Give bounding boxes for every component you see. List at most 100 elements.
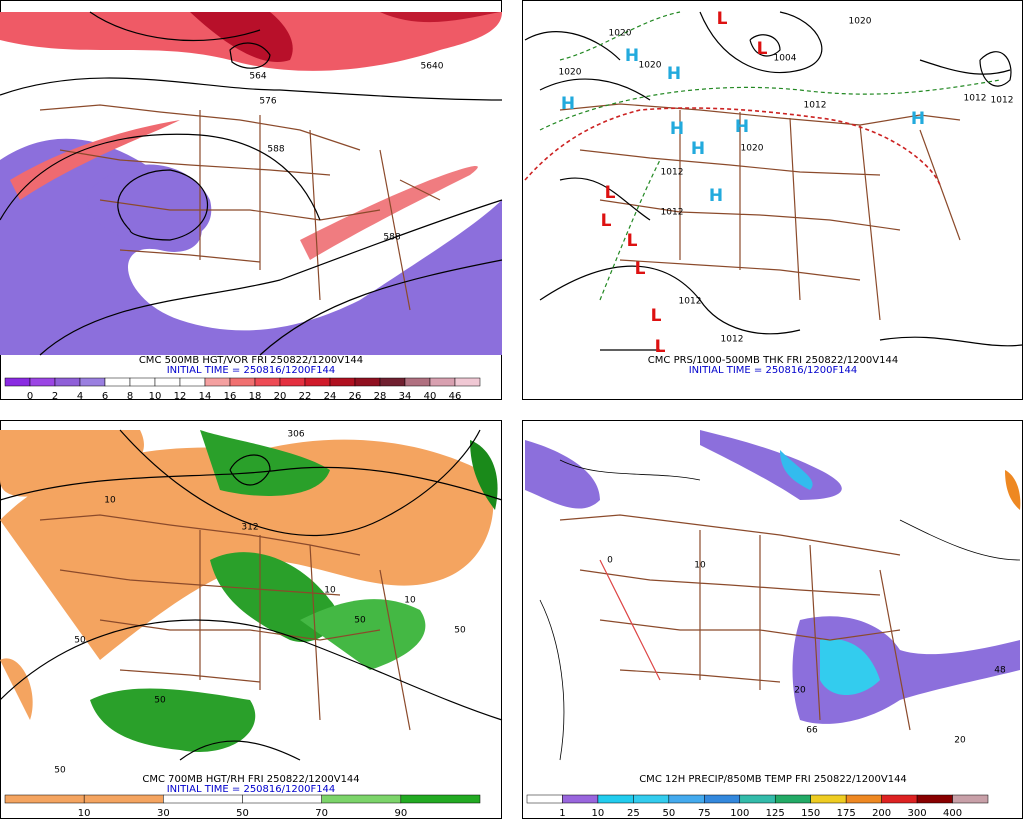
legend-swatch (254, 377, 281, 387)
pressure-center: H (709, 186, 723, 206)
legend-label: 16 (224, 391, 237, 402)
initial-time: INITIAL TIME = 250816/1200F144 (167, 784, 336, 795)
contour-label: 5640 (421, 62, 444, 72)
legend-swatch (79, 377, 106, 387)
contour-label: 10 (324, 586, 336, 596)
pressure-center: L (635, 259, 646, 279)
contour-label: 1020 (849, 17, 872, 27)
legend-swatch (4, 377, 31, 387)
contour-label: 66 (806, 726, 818, 736)
legend-label: 40 (424, 391, 437, 402)
pressure-center: L (655, 337, 666, 357)
legend-label: 100 (730, 808, 749, 819)
contour-label: 312 (241, 523, 258, 533)
contour-label: 20 (954, 736, 966, 746)
contour-label: 588 (267, 145, 284, 155)
legend-swatch (562, 794, 599, 804)
legend-swatch (739, 794, 776, 804)
contour-label: 48 (994, 666, 1006, 676)
legend-label: 125 (766, 808, 785, 819)
legend-label: 50 (236, 808, 249, 819)
contour-label: 1020 (559, 68, 582, 78)
legend-label: 24 (324, 391, 337, 402)
legend-swatch (379, 377, 406, 387)
legend-label: 28 (374, 391, 387, 402)
legend-swatch (597, 794, 634, 804)
legend-swatch (204, 377, 231, 387)
map-rh (0, 429, 503, 761)
legend-swatch (179, 377, 206, 387)
legend-swatch (242, 794, 322, 804)
legend-label: 14 (199, 391, 212, 402)
contour-label: 1020 (741, 144, 764, 154)
legend-swatch (881, 794, 918, 804)
pressure-center: L (757, 39, 768, 59)
pressure-center: L (651, 306, 662, 326)
legend-swatch (54, 377, 81, 387)
legend-label: 8 (127, 391, 133, 402)
legend-label: 50 (662, 808, 675, 819)
pressure-center: H (911, 109, 925, 129)
map-pressure (524, 11, 1023, 351)
initial-time: INITIAL TIME = 250816/1200F144 (167, 365, 336, 376)
pressure-center: H (691, 139, 705, 159)
legend-swatch (29, 377, 56, 387)
contour-label: 1020 (639, 61, 662, 71)
legend-swatch (154, 377, 181, 387)
pressure-center: H (667, 64, 681, 84)
legend-swatch (304, 377, 331, 387)
contour-label: 50 (54, 766, 66, 776)
legend-swatch (454, 377, 481, 387)
legend-swatch (526, 794, 563, 804)
legend-label: 18 (249, 391, 262, 402)
legend-swatch (329, 377, 356, 387)
legend-label: 10 (592, 808, 605, 819)
legend-swatch (429, 377, 456, 387)
legend-label: 0 (27, 391, 33, 402)
legend-swatch (774, 794, 811, 804)
legend-swatch (321, 794, 402, 804)
legend-label: 25 (627, 808, 640, 819)
legend-label: 12 (174, 391, 187, 402)
contour-label: 1012 (679, 297, 702, 307)
legend-label: 6 (102, 391, 108, 402)
legend-label: 10 (78, 808, 91, 819)
pressure-center: H (625, 46, 639, 66)
pressure-center: L (717, 9, 728, 29)
contour-label: 1004 (774, 54, 797, 64)
legend-label: 10 (149, 391, 162, 402)
contour-label: 1012 (661, 168, 684, 178)
contour-label: 50 (154, 696, 166, 706)
legend-label: 2 (52, 391, 58, 402)
legend-swatch (668, 794, 705, 804)
legend-label: 75 (698, 808, 711, 819)
legend-swatch (163, 794, 243, 804)
legend-swatch (83, 794, 164, 804)
legend-swatch (104, 377, 131, 387)
legend-swatch (354, 377, 381, 387)
contour-label: 50 (74, 636, 86, 646)
panel-caption: CMC 12H PRECIP/850MB TEMP FRI 250822/120… (639, 774, 907, 785)
legend-label: 20 (274, 391, 287, 402)
panel-caption: CMC 700MB HGT/RH FRI 250822/1200V144 (142, 774, 359, 785)
legend-swatch (279, 377, 306, 387)
legend-label: 200 (872, 808, 891, 819)
contour-label: 10 (404, 596, 416, 606)
legend-swatch (404, 377, 431, 387)
contour-label: 50 (354, 616, 366, 626)
contour-label: 10 (104, 496, 116, 506)
legend-label: 22 (299, 391, 312, 402)
legend-label: 150 (801, 808, 820, 819)
legend-swatch (400, 794, 481, 804)
contour-label: 0 (607, 556, 613, 566)
legend-swatch (916, 794, 953, 804)
pressure-center: L (627, 231, 638, 251)
legend-swatch (810, 794, 847, 804)
contour-label: 1012 (661, 208, 684, 218)
panel-caption: CMC PRS/1000-500MB THK FRI 250822/1200V1… (648, 355, 898, 366)
panel-frame (522, 0, 1023, 400)
contour-label: 1020 (609, 29, 632, 39)
legend-label: 175 (837, 808, 856, 819)
contour-label: 1012 (804, 101, 827, 111)
legend-label: 30 (157, 808, 170, 819)
